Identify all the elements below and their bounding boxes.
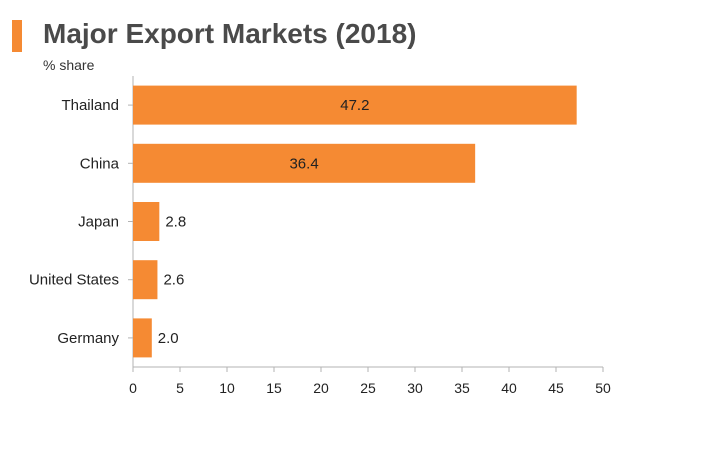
bar	[133, 260, 158, 300]
title-accent-marker	[12, 20, 22, 52]
bar-value-label: 47.2	[340, 97, 369, 114]
x-tick-label: 10	[219, 380, 235, 396]
bar	[133, 318, 152, 358]
x-tick-label: 45	[548, 380, 564, 396]
bar-value-label: 2.6	[163, 272, 184, 289]
x-tick-label: 40	[501, 380, 517, 396]
category-label: Thailand	[61, 97, 119, 114]
bar-value-label: 2.0	[158, 330, 179, 347]
category-label: United States	[29, 272, 119, 289]
category-label: Germany	[57, 330, 119, 347]
x-tick-label: 50	[595, 380, 611, 396]
x-tick-label: 30	[407, 380, 423, 396]
bar	[133, 143, 476, 183]
bar	[133, 85, 577, 125]
x-tick-label: 35	[454, 380, 470, 396]
chart-title: Major Export Markets (2018)	[43, 18, 417, 49]
bar-value-label: 36.4	[289, 155, 318, 172]
category-label: China	[80, 155, 120, 172]
x-tick-label: 0	[129, 380, 137, 396]
x-tick-label: 25	[360, 380, 376, 396]
category-label: Japan	[78, 214, 119, 231]
x-tick-label: 5	[176, 380, 184, 396]
chart-subtitle: % share	[43, 57, 95, 73]
bar-value-label: 2.8	[165, 214, 186, 231]
bar	[133, 202, 160, 241]
x-tick-label: 15	[266, 380, 282, 396]
x-tick-label: 20	[313, 380, 329, 396]
